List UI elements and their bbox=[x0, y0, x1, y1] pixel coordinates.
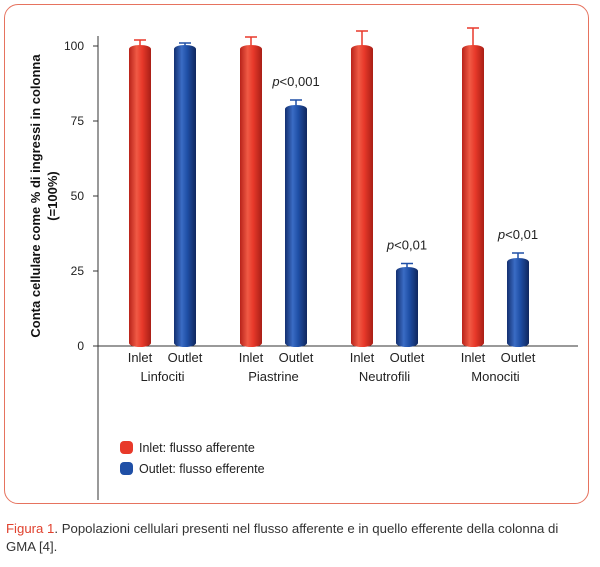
y-tick-label: 25 bbox=[71, 264, 85, 278]
y-axis-title-line: (=100%) bbox=[45, 171, 60, 221]
legend-swatch-outlet bbox=[120, 462, 133, 475]
bar-inlet bbox=[462, 45, 484, 347]
legend-label-inlet: Inlet: flusso afferente bbox=[139, 440, 255, 455]
y-axis-title-line: Conta cellulare come % di ingressi in co… bbox=[28, 54, 43, 338]
bar-inlet bbox=[240, 45, 262, 347]
bar-inlet bbox=[351, 45, 373, 347]
significance-label: p<0,01 bbox=[497, 227, 538, 242]
significance-label: p<0,01 bbox=[386, 238, 427, 253]
labels: 0 25 50 75 100 Conta cellulare come % di ingr… bbox=[28, 39, 538, 384]
legend-item-outlet: Outlet: flusso efferente bbox=[120, 458, 265, 479]
bar-label: Inlet bbox=[350, 350, 375, 365]
y-axis-title: Conta cellulare come % di ingressi in co… bbox=[28, 54, 60, 338]
bar-label: Outlet bbox=[279, 350, 314, 365]
y-tick-label: 100 bbox=[64, 39, 84, 53]
group-label: Neutrofili bbox=[359, 369, 410, 384]
bar-outlet bbox=[174, 45, 196, 347]
bar-outlet bbox=[285, 105, 307, 347]
significance-value: <0,001 bbox=[280, 74, 320, 89]
y-tick-label: 0 bbox=[77, 339, 84, 353]
group-label: Monociti bbox=[471, 369, 520, 384]
caption-text: . Popolazioni cellulari presenti nel flu… bbox=[6, 521, 559, 554]
legend-swatch-inlet bbox=[120, 441, 133, 454]
significance-value: <0,01 bbox=[394, 238, 427, 253]
bar-outlet bbox=[396, 267, 418, 347]
figure-caption: Figura 1. Popolazioni cellulari presenti… bbox=[6, 520, 591, 556]
legend-label-outlet: Outlet: flusso efferente bbox=[139, 461, 265, 476]
significance-p: p bbox=[271, 74, 279, 89]
y-tick-label: 50 bbox=[71, 189, 85, 203]
bar-label: Outlet bbox=[501, 350, 536, 365]
bar-outlet bbox=[507, 258, 529, 347]
significance-p: p bbox=[497, 227, 505, 242]
bar-label: Outlet bbox=[168, 350, 203, 365]
bar-label: Inlet bbox=[128, 350, 153, 365]
bar-label: Outlet bbox=[390, 350, 425, 365]
bar-label: Inlet bbox=[239, 350, 264, 365]
bar-chart: 0 25 50 75 100 Conta cellulare come % di ingr… bbox=[28, 27, 578, 500]
axes bbox=[93, 36, 578, 500]
bars bbox=[129, 27, 529, 347]
caption-prefix: Figura 1 bbox=[6, 521, 55, 536]
significance-value: <0,01 bbox=[505, 227, 538, 242]
y-tick-label: 75 bbox=[71, 114, 85, 128]
significance-p: p bbox=[386, 238, 394, 253]
legend: Inlet: flusso afferente Outlet: flusso e… bbox=[120, 437, 265, 479]
group-label: Piastrine bbox=[248, 369, 299, 384]
legend-item-inlet: Inlet: flusso afferente bbox=[120, 437, 265, 458]
group-label: Linfociti bbox=[140, 369, 184, 384]
bar-label: Inlet bbox=[461, 350, 486, 365]
significance-label: p<0,001 bbox=[271, 74, 319, 89]
bar-inlet bbox=[129, 45, 151, 347]
